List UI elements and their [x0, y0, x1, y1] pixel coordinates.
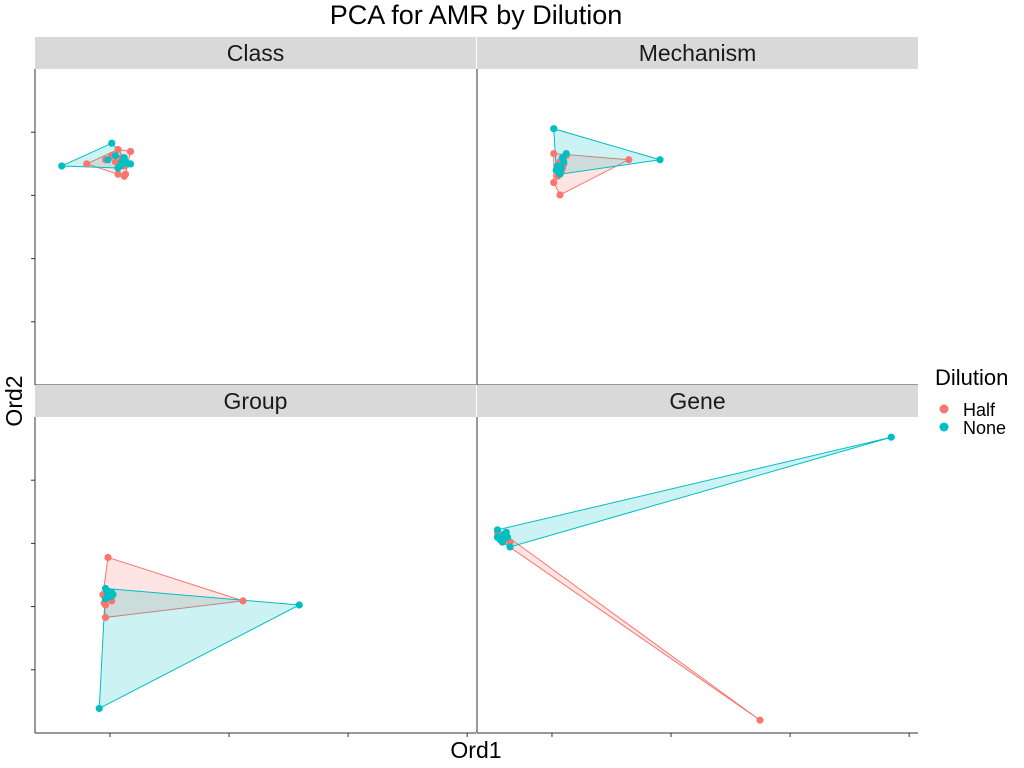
- point-none: [121, 158, 130, 166]
- legend-key-none: [939, 422, 949, 432]
- panel-strip-label: Class: [227, 40, 285, 66]
- point-none: [493, 526, 502, 534]
- point-none: [104, 156, 112, 164]
- panel-background: [477, 417, 918, 733]
- point-half: [104, 553, 112, 562]
- panel-strip-label: Gene: [669, 388, 725, 414]
- point-none: [557, 164, 565, 172]
- x-axis-label: Ord1: [450, 737, 501, 763]
- panel-background: [35, 417, 476, 733]
- point-half: [83, 160, 91, 168]
- point-half: [550, 149, 558, 158]
- panel-group: Group: [31, 385, 476, 737]
- point-none: [116, 162, 125, 170]
- point-none: [295, 601, 303, 609]
- point-half: [111, 158, 120, 166]
- point-half: [625, 156, 633, 164]
- y-axis-label: Ord2: [1, 375, 27, 426]
- point-half: [114, 170, 122, 178]
- panel-strip-label: Group: [224, 388, 288, 414]
- point-none: [550, 125, 558, 133]
- point-half: [126, 147, 135, 156]
- point-none: [101, 595, 110, 603]
- facet-panels: Class Mechanism Group Gene: [31, 37, 918, 737]
- point-half: [550, 178, 558, 187]
- legend-title: Dilution: [935, 365, 1008, 390]
- point-half: [101, 613, 110, 622]
- point-none: [887, 433, 895, 441]
- point-none: [109, 591, 117, 599]
- legend-key-half: [939, 404, 949, 414]
- panel-background: [477, 69, 918, 385]
- point-none: [95, 704, 103, 713]
- point-none: [111, 152, 120, 160]
- panel-strip: [35, 37, 476, 69]
- panel-strip: [477, 385, 918, 417]
- legend-label-half: Half: [963, 400, 996, 420]
- point-half: [556, 191, 564, 199]
- point-none: [656, 156, 664, 164]
- point-none: [498, 538, 507, 546]
- panel-class: Class: [31, 37, 476, 386]
- panel-mechanism: Mechanism: [476, 37, 918, 386]
- point-none: [560, 158, 568, 166]
- hull-none: [98, 587, 302, 710]
- point-none: [58, 162, 66, 170]
- point-none: [108, 139, 116, 147]
- point-half: [121, 170, 130, 178]
- panel-strip-label: Mechanism: [639, 40, 757, 66]
- point-none: [503, 533, 512, 541]
- point-none: [506, 543, 514, 551]
- panel-strip: [477, 37, 918, 69]
- chart-title: PCA for AMR by Dilution: [330, 0, 623, 30]
- panel-gene: Gene: [476, 385, 918, 737]
- point-half: [239, 597, 247, 605]
- panel-strip: [35, 385, 476, 417]
- legend-label-none: None: [963, 418, 1006, 438]
- point-half: [114, 145, 122, 154]
- point-half: [756, 716, 764, 724]
- point-none: [103, 586, 111, 595]
- panel-background: [35, 69, 476, 385]
